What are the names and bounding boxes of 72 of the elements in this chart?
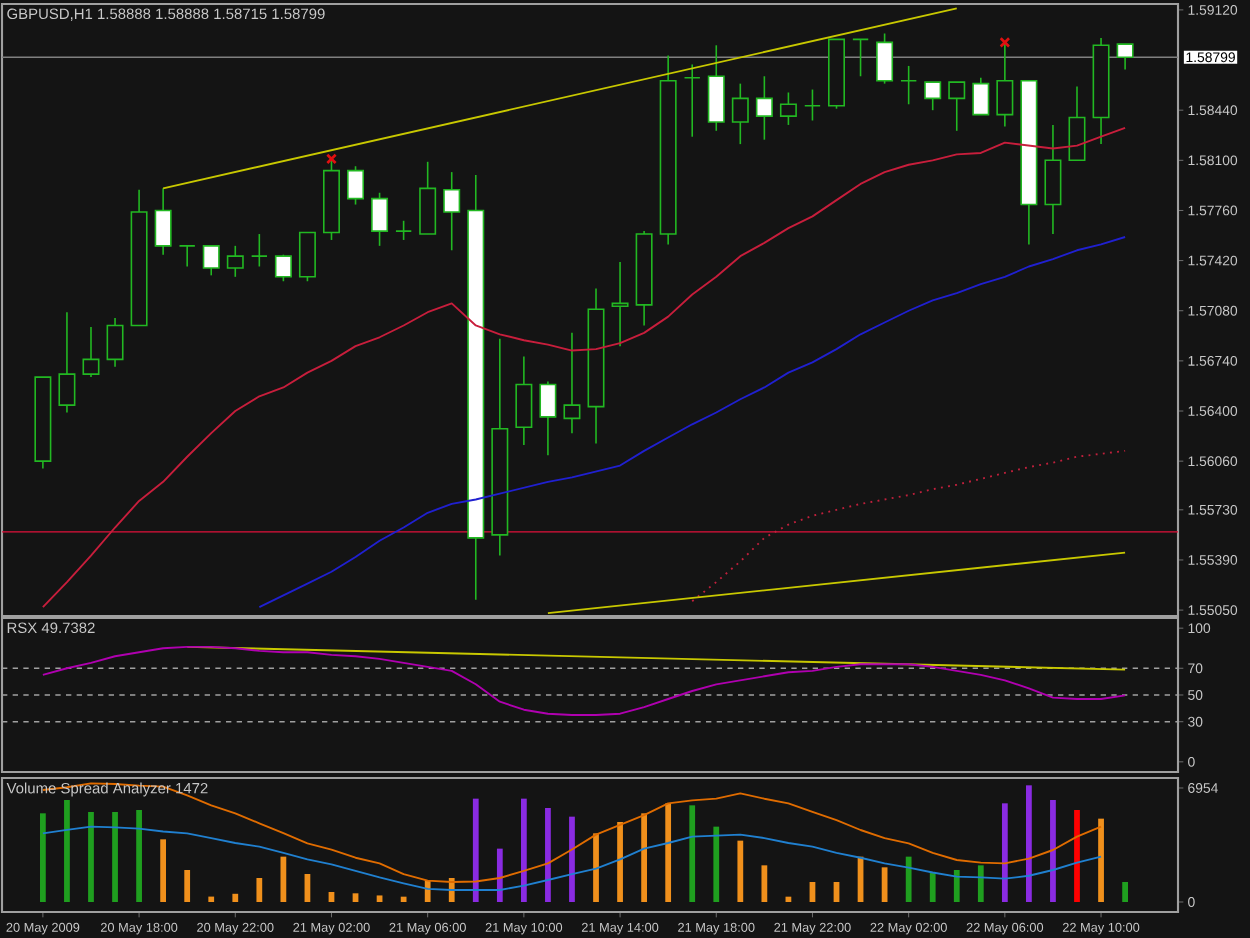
candlestick xyxy=(106,317,124,368)
bar xyxy=(713,826,720,902)
candlestick xyxy=(347,165,365,206)
candlestick xyxy=(419,160,437,235)
candlestick xyxy=(515,355,533,446)
candlestick xyxy=(154,187,172,256)
bar xyxy=(184,870,191,902)
candlestick xyxy=(900,65,918,106)
bar xyxy=(569,816,575,902)
bar xyxy=(977,865,984,902)
candlestick xyxy=(779,91,797,126)
bar xyxy=(905,856,912,902)
bar xyxy=(208,896,215,902)
bar xyxy=(761,865,768,902)
candlestick xyxy=(731,82,749,145)
bar xyxy=(617,822,623,902)
bar xyxy=(400,896,407,902)
candlestick xyxy=(611,261,629,347)
bar xyxy=(737,840,744,902)
bar xyxy=(1026,785,1032,902)
candlestick xyxy=(395,219,413,241)
bar xyxy=(689,805,696,902)
candlestick xyxy=(82,326,100,378)
candlestick xyxy=(707,44,725,132)
candlestick xyxy=(972,76,990,116)
bar xyxy=(1001,803,1008,902)
bar xyxy=(136,810,142,902)
bar xyxy=(641,813,647,902)
bar xyxy=(593,833,599,902)
bar xyxy=(545,808,551,902)
bar xyxy=(472,798,479,902)
candlestick xyxy=(539,380,557,457)
candlestick xyxy=(924,81,942,111)
candlestick xyxy=(178,245,196,268)
candlestick xyxy=(250,233,268,268)
bar xyxy=(40,813,46,902)
bar xyxy=(1098,818,1104,902)
candlestick xyxy=(803,88,821,122)
candlestick xyxy=(298,231,316,283)
bar xyxy=(280,856,287,902)
bar xyxy=(496,848,503,902)
candlestick xyxy=(58,311,76,414)
bar xyxy=(929,872,936,902)
bar xyxy=(64,800,70,902)
candlestick xyxy=(852,38,870,78)
bar xyxy=(256,878,263,902)
bar xyxy=(160,839,167,902)
candlestick xyxy=(876,32,894,85)
bar xyxy=(232,893,239,902)
bar xyxy=(953,870,960,902)
bar xyxy=(1074,810,1080,902)
bar xyxy=(520,798,527,902)
bar xyxy=(112,811,118,902)
candlestick xyxy=(1068,85,1086,162)
line-series xyxy=(691,449,1127,603)
bar xyxy=(88,811,94,902)
candlestick xyxy=(1116,43,1134,71)
bar xyxy=(352,893,359,902)
bar xyxy=(376,895,383,902)
bar xyxy=(665,803,672,902)
candlestick xyxy=(683,63,701,138)
candlestick xyxy=(1044,124,1062,235)
candlestick xyxy=(443,171,461,252)
bar xyxy=(1122,881,1128,902)
candlestick xyxy=(226,245,244,278)
candlestick xyxy=(371,191,389,247)
candlestick xyxy=(202,245,220,277)
bar xyxy=(1050,800,1056,902)
candlestick xyxy=(948,81,966,132)
candlestick xyxy=(274,253,292,283)
candlestick xyxy=(563,332,581,434)
candlestick xyxy=(755,75,773,141)
